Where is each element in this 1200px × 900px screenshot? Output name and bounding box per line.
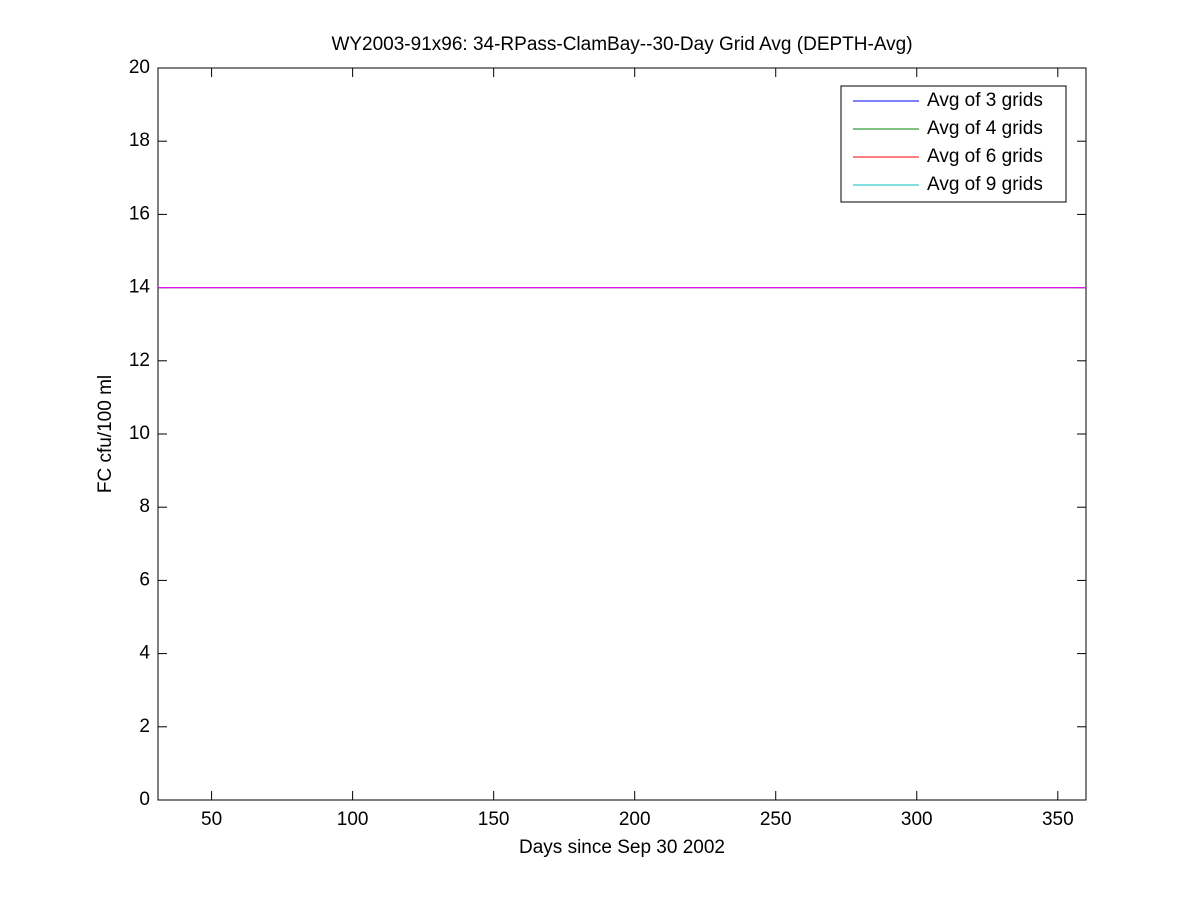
y-tick-label: 12	[129, 350, 150, 371]
y-tick-label: 6	[139, 569, 150, 590]
legend-label: Avg of 3 grids	[927, 90, 1043, 111]
y-tick-label: 8	[139, 496, 150, 517]
legend-label: Avg of 6 grids	[927, 146, 1043, 167]
x-tick-label: 350	[1042, 809, 1074, 830]
y-tick-label: 4	[139, 643, 150, 664]
legend-label: Avg of 9 grids	[927, 174, 1043, 195]
x-tick-label: 50	[201, 809, 222, 830]
y-axis-label: FC cfu/100 ml	[95, 375, 116, 493]
x-tick-label: 200	[619, 809, 651, 830]
chart-title: WY2003-91x96: 34-RPass-ClamBay--30-Day G…	[331, 34, 912, 55]
y-tick-label: 16	[129, 203, 150, 224]
y-tick-label: 14	[129, 277, 151, 298]
y-tick-label: 0	[139, 789, 150, 810]
legend-label: Avg of 4 grids	[927, 118, 1043, 139]
x-axis-label: Days since Sep 30 2002	[519, 837, 725, 858]
x-tick-label: 250	[760, 809, 792, 830]
y-tick-label: 10	[129, 423, 150, 444]
y-tick-label: 18	[129, 130, 150, 151]
legend-box	[840, 85, 1067, 203]
y-tick-label: 2	[139, 716, 150, 737]
y-tick-label: 20	[129, 57, 150, 78]
x-tick-label: 300	[901, 809, 933, 830]
x-tick-label: 150	[478, 809, 510, 830]
x-tick-label: 100	[337, 809, 369, 830]
